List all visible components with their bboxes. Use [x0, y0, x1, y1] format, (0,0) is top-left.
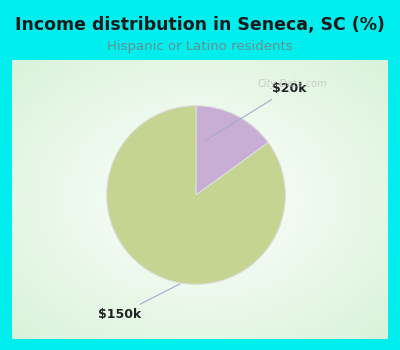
Wedge shape	[196, 106, 268, 195]
Text: Income distribution in Seneca, SC (%): Income distribution in Seneca, SC (%)	[15, 16, 385, 34]
Text: $20k: $20k	[205, 82, 306, 140]
Wedge shape	[107, 106, 285, 284]
Text: City-Data.com: City-Data.com	[257, 79, 327, 89]
Text: Hispanic or Latino residents: Hispanic or Latino residents	[107, 40, 293, 53]
Text: $150k: $150k	[98, 284, 180, 321]
